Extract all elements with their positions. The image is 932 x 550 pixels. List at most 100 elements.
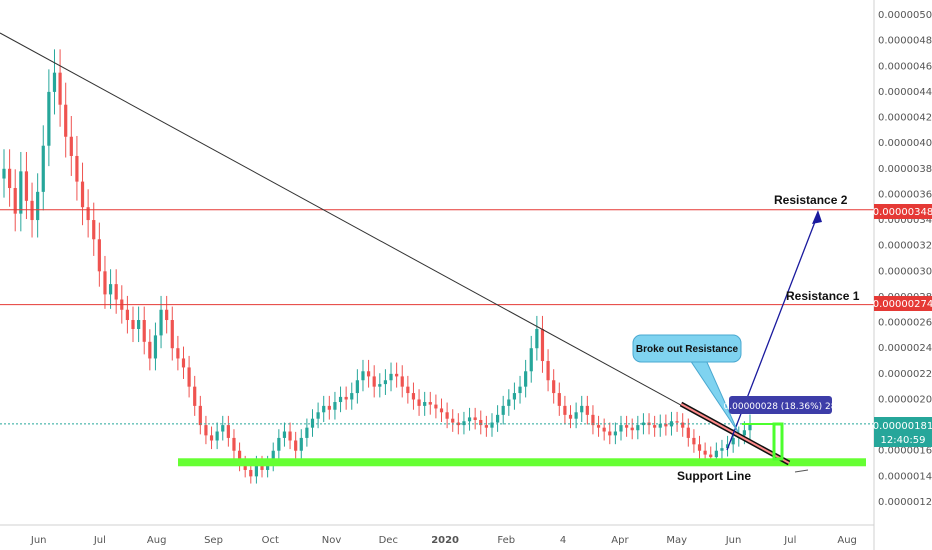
candle-body [439,408,444,413]
candle-body [338,396,343,403]
candle-body [198,405,202,426]
candle-body [108,284,113,295]
candle-body [176,348,180,359]
small-arrow [794,469,809,473]
projection-arrow-head [812,210,822,224]
candle-body [675,421,679,423]
candle-body [731,437,735,445]
target-box [772,422,784,461]
candle-body [748,423,752,431]
x-tick-label: Jun [30,535,47,546]
candle-body [333,402,337,410]
price-tag-resistance-1: 0.00000274 [873,296,932,311]
candle-body [237,450,242,464]
candle-body [114,284,118,300]
support-line-label: Support Line [677,469,751,483]
x-tick-label: Feb [497,535,515,546]
candle-body [271,450,275,464]
candle-body [41,145,45,192]
candle-body [529,348,533,372]
candle-body [226,425,230,438]
candle-body [507,399,511,406]
candle-body [406,386,410,394]
candle-body [692,437,696,445]
candle-body [215,431,219,441]
price-tag-resistance-2-bg [874,204,932,219]
candle-body [299,437,303,451]
candle-body [153,335,158,359]
candle-body [305,427,309,438]
candle-body [417,399,421,406]
broke-out-callout: Broke out Resistance [632,334,742,433]
candle-body [282,431,287,438]
candle-body [658,423,662,428]
candle-body [327,405,331,410]
x-tick-label: 4 [560,535,566,546]
candle-body [243,463,247,470]
candle-body [344,396,348,400]
candle-body [383,380,388,385]
candle-body [720,448,724,451]
candle-body [456,422,460,426]
candle-body [277,437,281,451]
projection-arrow-line [726,213,819,451]
x-tick-label: 2020 [431,535,459,546]
candle-body [524,371,528,387]
callout-text: Broke out Resistance [636,344,739,355]
candle-body [316,412,320,419]
candle-body [350,393,354,400]
candle-body [86,207,90,221]
candle-body [473,417,477,420]
x-tick-label: Jul [93,535,106,546]
candle-body [75,155,79,182]
measure-tooltip: 0.00000028 (18.36%) 28 [724,396,837,414]
candle-body [125,309,129,321]
x-axis-ticks: Jun Jul Aug Sep Oct Nov Dec 2020 Feb 4 Apr May Jun Ju… [30,535,857,546]
candle-body [400,376,404,387]
candle-body [47,91,51,146]
price-tag-current-text: 0.00000181 [873,421,932,432]
x-tick-label: Nov [322,535,342,546]
candle-body [266,463,270,470]
candle-body [552,380,556,394]
candle-body [653,425,657,428]
x-tick-label: Dec [379,535,398,546]
candle-body [64,104,68,137]
resistance-2-label: Resistance 2 [774,193,848,207]
candle-body [742,430,746,436]
candle-body [131,320,135,329]
candle-body [30,200,34,221]
candle-body [58,72,62,105]
candle-body [69,136,73,156]
candle-body [580,405,584,413]
candle-body [103,271,107,295]
candle-body [585,405,589,415]
x-tick-label: Aug [147,535,167,546]
overlays-layer [0,32,874,473]
candle-body [395,373,399,377]
candle-body [495,414,500,423]
candle-body [232,437,236,451]
candle-body [518,386,522,394]
candle-body [19,171,23,214]
candle-body [260,463,264,470]
candle-body [137,320,141,329]
candle-body [24,171,29,201]
x-tick-label: Sep [204,535,223,546]
candle-body [546,361,550,381]
candle-body [411,393,416,400]
candle-body [361,371,365,381]
price-tag-current-bg [874,417,932,447]
candle-body [535,328,539,349]
candle-body [165,309,169,321]
candle-body [148,341,152,359]
candle-body [686,427,690,438]
